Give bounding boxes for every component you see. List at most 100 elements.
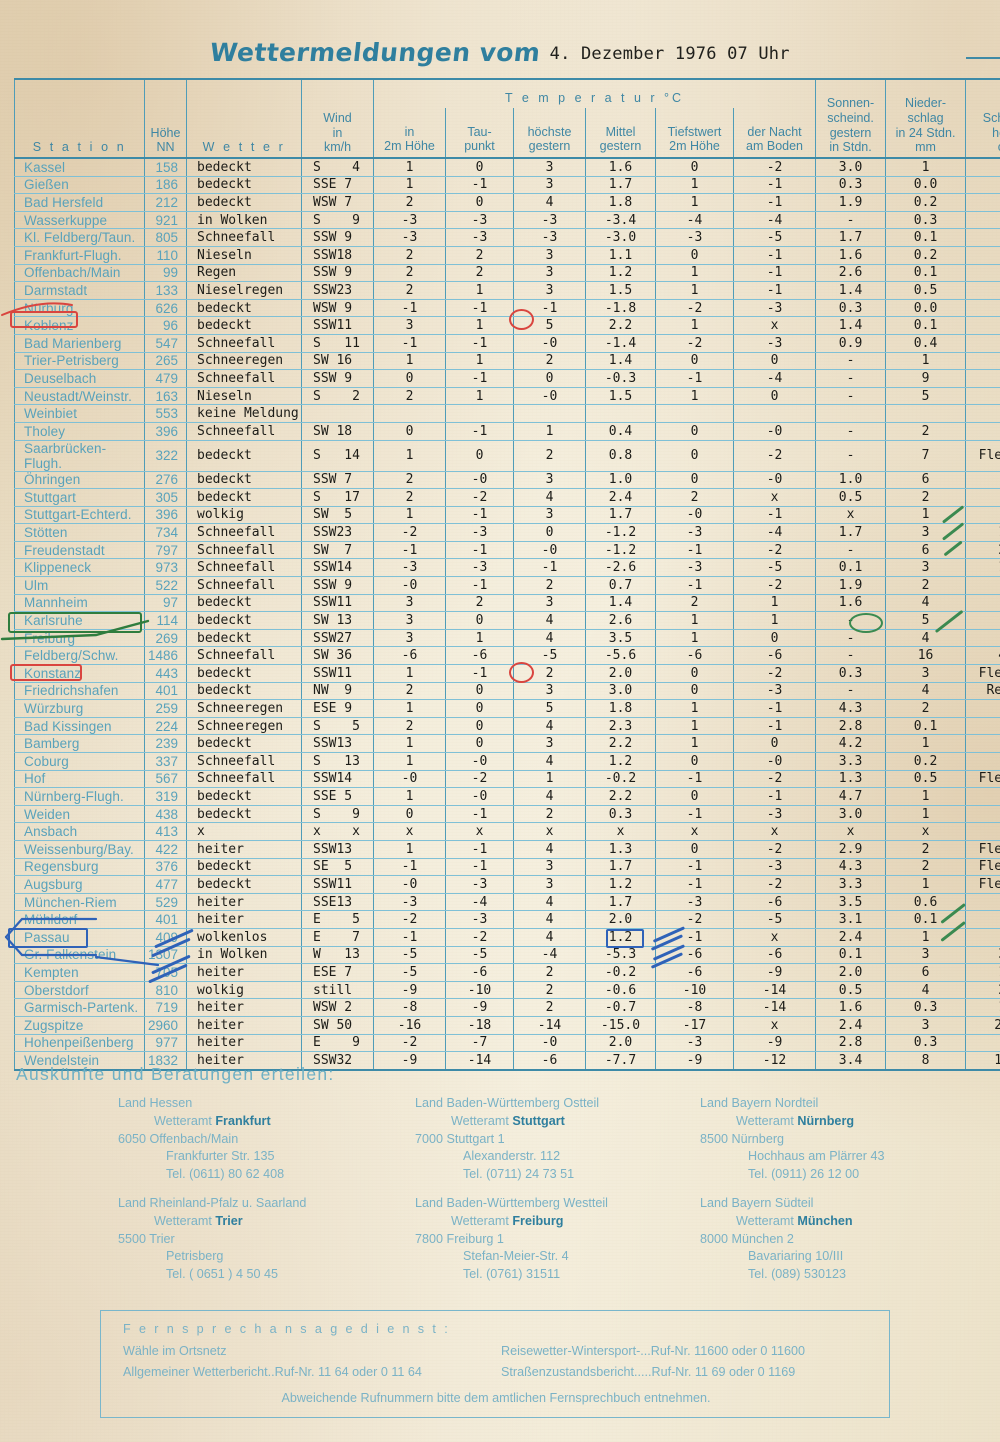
cell-wetter: in Wolken xyxy=(186,211,302,230)
cell-sonne: 4.3 xyxy=(815,699,887,718)
cell-hoehe: 276 xyxy=(144,471,187,490)
cell-nieder: 1 xyxy=(885,352,967,371)
cell-hoch: 2 xyxy=(513,805,586,824)
cell-wind: SSE13 xyxy=(301,893,374,912)
table-row: Passau 409 wolkenlos E 7 -1 -2 4 1.2 -1 x 2.4 1 xyxy=(14,928,1000,947)
weather-office: Land Rheinland-Pfalz u. Saarland Wetteram… xyxy=(118,1195,418,1284)
cell-wind: SSW 9 xyxy=(301,264,374,283)
cell-wetter: bedeckt xyxy=(186,159,302,177)
cell-t2m: -1 xyxy=(373,928,446,947)
office-amt-city: München xyxy=(797,1213,853,1228)
cell-tief: 0 xyxy=(655,422,734,441)
cell-mittel: -5.6 xyxy=(585,646,656,666)
cell-wind: S 9 xyxy=(301,805,374,824)
cell-schnee: 29 xyxy=(965,981,1000,1000)
cell-tief: -4 xyxy=(655,211,734,230)
cell-nacht: -9 xyxy=(732,1034,817,1053)
cell-nacht: 0 xyxy=(732,352,817,371)
cell-nacht: -2 xyxy=(732,440,817,472)
cell-tief: 1 xyxy=(655,387,734,406)
cell-schnee: 40 xyxy=(965,646,1000,666)
cell-nieder: 0.2 xyxy=(885,193,967,212)
cell-tau: -1 xyxy=(445,805,514,824)
cell-nacht: -4 xyxy=(732,523,817,542)
cell-nieder: 0.2 xyxy=(885,246,967,265)
office-street: Hochhaus am Plärrer 43 xyxy=(748,1149,885,1164)
cell-wind: SSE 5 xyxy=(301,787,374,806)
cell-hoch: -1 xyxy=(513,299,586,318)
cell-nacht: -14 xyxy=(732,981,817,1000)
cell-nieder: 0.3 xyxy=(885,211,967,230)
cell-wind: SW 7 xyxy=(301,541,374,560)
cell-hoch: 5 xyxy=(513,316,586,335)
cell-tief: 1 xyxy=(655,699,734,718)
cell-mittel: 1.7 xyxy=(585,858,656,877)
cell-sonne: - xyxy=(815,352,887,371)
cell-hoehe: 567 xyxy=(144,770,187,789)
cell-wetter: Nieseln xyxy=(186,387,302,406)
office-plz: 6050 Offenbach/Main xyxy=(118,1131,239,1146)
cell-mittel: -0.3 xyxy=(585,369,656,388)
cell-hoehe: 96 xyxy=(144,316,187,335)
cell-t2m: -1 xyxy=(373,858,446,877)
cell-wetter: Schneefall xyxy=(186,523,302,542)
cell-hoehe: 99 xyxy=(144,264,187,283)
cell-t2m: -16 xyxy=(373,1016,446,1035)
office-street: Stefan-Meier-Str. 4 xyxy=(463,1249,569,1264)
cell-hoehe: 977 xyxy=(144,1034,187,1053)
cell-hoch: 2 xyxy=(513,981,586,1000)
header-group-row: S t a t i o n Höhe NN W e t t e r Wind i… xyxy=(14,78,1000,158)
cell-t2m: 2 xyxy=(373,471,446,490)
cell-tau: -3 xyxy=(445,211,514,230)
cell-tief: 0 xyxy=(655,471,734,490)
col-header-hoehe: Höhe NN xyxy=(144,78,187,158)
cell-schnee xyxy=(965,488,1000,507)
cell-wetter: heiter xyxy=(186,1051,302,1071)
phone-left-line-2: Allgemeiner Wetterbericht..Ruf-Nr. 11 64… xyxy=(123,1365,422,1379)
cell-sonne: 1.9 xyxy=(815,193,887,212)
cell-mittel: 0.8 xyxy=(585,440,656,472)
cell-hoehe: 973 xyxy=(144,558,187,578)
cell-hoehe: 239 xyxy=(144,734,187,753)
cell-mittel: x xyxy=(585,822,656,841)
cell-hoehe: 529 xyxy=(144,893,187,912)
office-amt: Wetteramt München xyxy=(736,1213,853,1228)
table-row: Friedrichshafen 401 bedeckt NW 9 2 0 3 3.0 0 -3-4… xyxy=(14,682,1000,701)
cell-hoehe: 1486 xyxy=(144,646,187,666)
cell-schnee xyxy=(965,316,1000,335)
cell-hoehe: 97 xyxy=(144,594,187,613)
cell-t2m: -9 xyxy=(373,981,446,1000)
cell-hoch: -0 xyxy=(513,334,586,353)
cell-t2m: x xyxy=(373,822,446,841)
cell-mittel: -3.0 xyxy=(585,228,656,247)
cell-mittel: -0.2 xyxy=(585,963,656,982)
cell-t2m: 2 xyxy=(373,682,446,701)
cell-sonne: 0.5 xyxy=(815,981,887,1000)
cell-hoch: 2 xyxy=(513,352,586,371)
table-row: Hof 567 Schneefall SSW14 -0 -2 1 -0.2 -1 -2 1.3 0.5… xyxy=(14,770,1000,789)
cell-tief: 0 xyxy=(655,352,734,371)
cell-tau: -7 xyxy=(445,1034,514,1053)
cell-hoehe: 401 xyxy=(144,910,187,929)
cell-wind: SSW18 xyxy=(301,246,374,265)
table-row: Kl. Feldberg/Taun. 805 Schneefall SSW 9 -3 -3… xyxy=(14,228,1000,247)
cell-tief: -6 xyxy=(655,963,734,982)
cell-tief: -3 xyxy=(655,893,734,912)
table-row: Karlsruhe 114 bedeckt SW 13 3 0 4 2.6 1 1-5 xyxy=(14,611,1000,630)
cell-t2m: 0 xyxy=(373,805,446,824)
cell-mittel: 1.7 xyxy=(585,506,656,525)
cell-wetter: keine Meldung xyxy=(186,404,302,423)
table-row: Freudenstadt 797 Schneefall SW 7 -1 -1 -0 -1.2-… xyxy=(14,541,1000,560)
table-row: Gr. Falkenstein 1307 in Wolken W 13 -5 -5 -4 -5… xyxy=(14,946,1000,965)
weather-office: Land Hessen Wetteramt Frankfurt 6050 Offen… xyxy=(118,1095,418,1184)
cell-nieder: 0.4 xyxy=(885,334,967,353)
cell-nacht: -12 xyxy=(732,1051,817,1071)
cell-nacht: -14 xyxy=(732,998,817,1017)
cell-hoehe: 810 xyxy=(144,981,187,1000)
cell-wind: SW 18 xyxy=(301,422,374,441)
cell-t2m: 2 xyxy=(373,246,446,265)
cell-nieder: 6 xyxy=(885,471,967,490)
cell-mittel: 2.2 xyxy=(585,734,656,753)
cell-schnee: 3 xyxy=(965,422,1000,441)
cell-hoehe: 409 xyxy=(144,928,187,947)
